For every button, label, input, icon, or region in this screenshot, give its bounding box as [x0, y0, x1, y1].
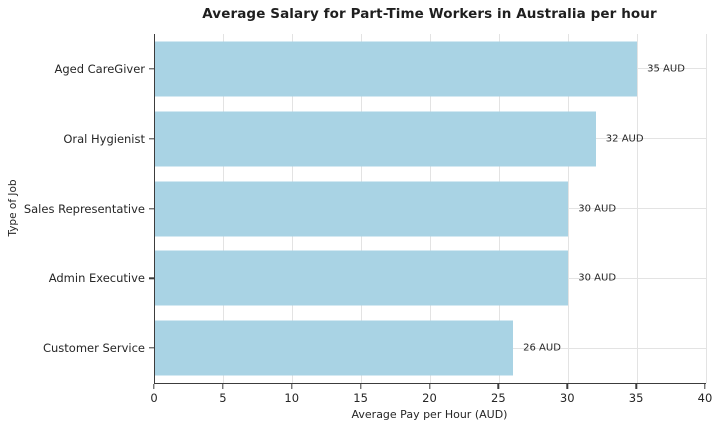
y-tick-mark [149, 137, 154, 140]
x-tick-mark [497, 384, 500, 389]
bar-value-label: 30 AUD [578, 272, 617, 284]
gridline-vertical [705, 34, 707, 383]
x-tick-label: 5 [219, 391, 227, 405]
bar-admin-executive [155, 250, 569, 306]
y-axis-title: Type of Job [7, 179, 19, 237]
y-tick-mark [149, 347, 154, 349]
x-tick-label: 35 [628, 391, 644, 405]
bar-oral-hygienist [155, 111, 596, 167]
x-tick-label: 25 [491, 391, 506, 405]
x-tick-mark [704, 384, 706, 389]
x-tick-mark [222, 384, 224, 389]
plot-area: 35 AUD 32 AUD 30 AUD 30 AUD 26 AUD [154, 34, 707, 384]
y-tick-label: Admin Executive [48, 271, 145, 286]
bar-sales-representative [155, 181, 569, 236]
bar-value-label: 30 AUD [578, 203, 617, 214]
x-tick-mark [153, 384, 155, 389]
x-tick-label: 0 [150, 391, 158, 405]
y-tick-label: Oral Hygienist [63, 131, 145, 146]
x-tick-label: 10 [284, 391, 300, 405]
x-tick-mark [566, 384, 568, 389]
bar-customer-service [155, 320, 514, 376]
y-tick-mark [149, 207, 154, 210]
y-tick-mark [149, 68, 154, 70]
bar-value-label: 35 AUD [647, 63, 685, 75]
x-tick-label: 15 [353, 391, 368, 405]
bar-value-label: 32 AUD [605, 133, 644, 145]
x-tick-label: 40 [697, 391, 713, 405]
x-tick-mark [359, 384, 362, 389]
x-tick-mark [291, 384, 293, 389]
chart-title: Average Salary for Part-Time Workers in … [202, 6, 657, 22]
y-tick-label: Customer Service [42, 341, 145, 356]
bar-aged-caregiver [155, 41, 638, 97]
y-tick-label: Sales Representative [23, 201, 145, 216]
x-tick-mark [635, 384, 637, 389]
x-axis-title: Average Pay per Hour (AUD) [351, 408, 508, 421]
y-tick-mark [149, 277, 154, 279]
y-tick-label: Aged CareGiver [54, 61, 145, 76]
x-tick-label: 20 [422, 391, 437, 405]
bar-value-label: 26 AUD [523, 342, 561, 354]
x-tick-mark [428, 384, 431, 389]
x-tick-label: 30 [559, 391, 575, 405]
